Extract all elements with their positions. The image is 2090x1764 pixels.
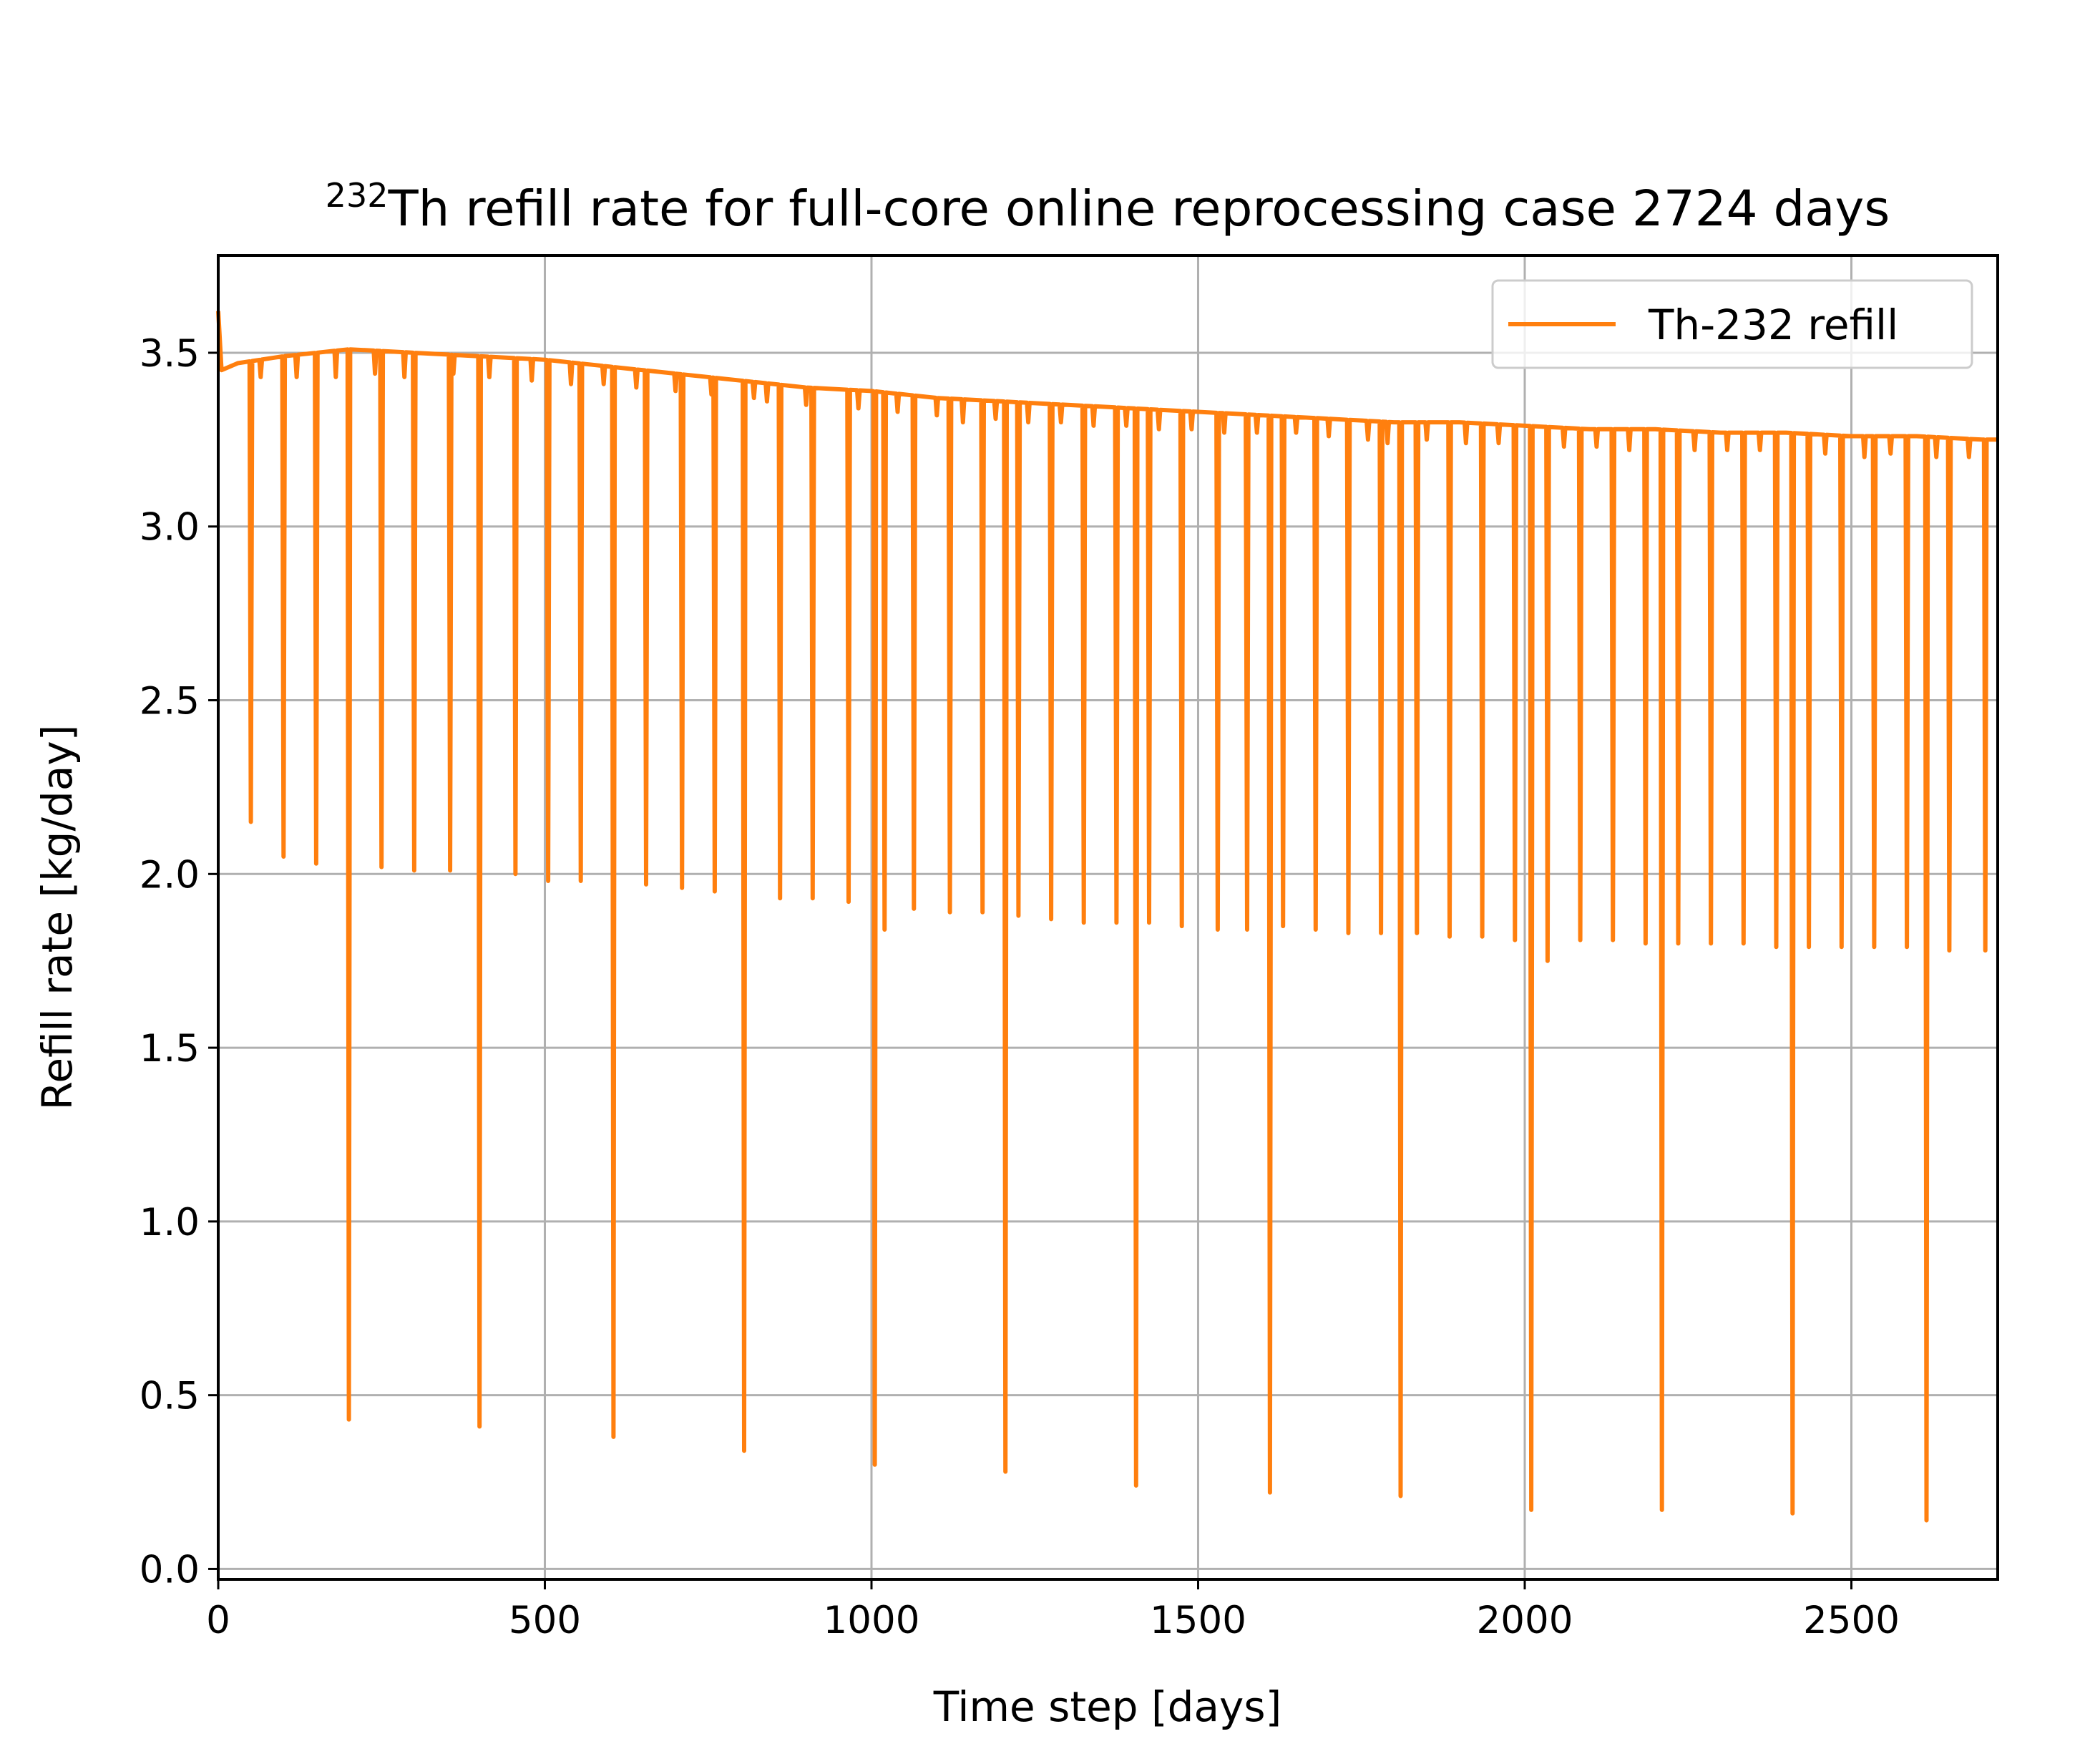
y-axis-label: Refill rate [kg/day] — [33, 725, 82, 1111]
series-line-th-232-refill — [216, 311, 1998, 1523]
x-tick-label: 1000 — [824, 1599, 920, 1642]
y-tick-label: 2.0 — [140, 853, 200, 897]
axes-frame — [217, 254, 1999, 1581]
chart-title-superscript: 232 — [326, 176, 389, 215]
chart-title: 232Th refill rate for full-core online r… — [326, 176, 1890, 238]
y-tick-label: 0.5 — [140, 1375, 200, 1418]
plot-area — [216, 311, 1998, 1523]
legend-box — [1491, 279, 1973, 369]
y-tick-label: 1.0 — [140, 1201, 200, 1244]
x-tick-label: 1500 — [1150, 1599, 1246, 1642]
x-axis-ticks: 0 500 1000 1500 2000 2500 — [206, 1579, 1900, 1642]
y-tick-label: 2.5 — [140, 680, 200, 723]
y-axis-ticks: 0.0 0.5 1.0 1.5 2.0 2.5 3.0 3.5 — [140, 332, 218, 1592]
x-tick-label: 500 — [509, 1599, 581, 1642]
legend-label-th-232-refill: Th-232 refill — [1648, 301, 1898, 349]
y-tick-label: 1.5 — [140, 1027, 200, 1071]
chart-title-main: Th refill rate for full-core online repr… — [387, 180, 1890, 238]
legend: Th-232 refill — [1491, 279, 1973, 369]
x-tick-label: 2000 — [1477, 1599, 1573, 1642]
x-axis-label: Time step [days] — [933, 1682, 1281, 1731]
y-tick-label: 3.0 — [140, 506, 200, 550]
y-tick-label: 3.5 — [140, 332, 200, 376]
x-tick-label: 2500 — [1803, 1599, 1900, 1642]
x-tick-label: 0 — [206, 1599, 230, 1642]
y-tick-label: 0.0 — [140, 1548, 200, 1592]
